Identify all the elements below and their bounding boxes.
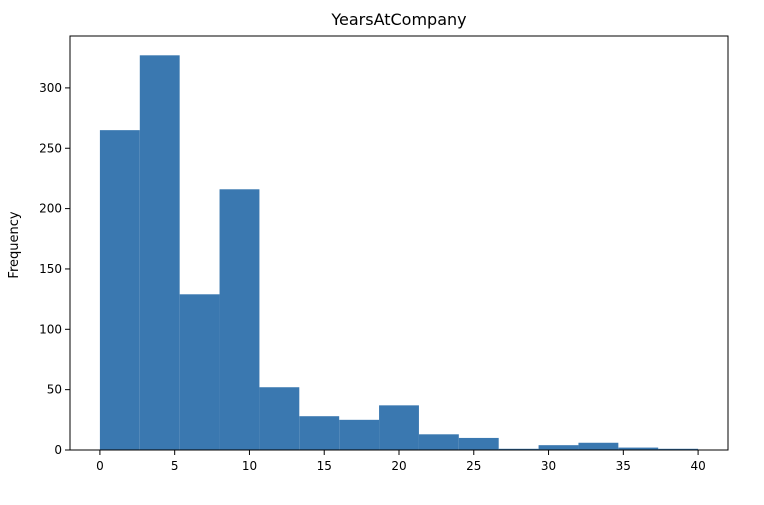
x-tick-label-8: 40 <box>690 459 705 473</box>
x-tick-label-1: 5 <box>171 459 179 473</box>
histogram-bar-10 <box>498 448 539 450</box>
histogram-bar-7 <box>379 405 419 450</box>
x-tick-label-0: 0 <box>96 459 104 473</box>
histogram-bar-3 <box>219 189 260 450</box>
histogram-bar-9 <box>458 437 499 450</box>
x-tick-label-3: 15 <box>317 459 332 473</box>
y-tick-label-6: 300 <box>39 81 62 95</box>
y-tick-label-3: 150 <box>39 262 62 276</box>
y-axis-label: Frequency <box>7 211 22 278</box>
y-tick-label-5: 250 <box>39 141 62 155</box>
histogram-bar-1 <box>139 55 180 451</box>
x-tick-label-4: 20 <box>391 459 406 473</box>
x-tick-label-6: 30 <box>541 459 556 473</box>
histogram-bar-0 <box>99 130 140 451</box>
histogram-bar-11 <box>538 445 579 450</box>
y-tick-label-1: 50 <box>47 383 62 397</box>
x-axis: 0 5 10 15 20 25 30 35 40 <box>96 450 706 473</box>
chart-title: YearsAtCompany <box>330 10 466 29</box>
histogram-bar-2 <box>179 294 220 450</box>
histogram-bar-14 <box>658 448 699 450</box>
x-tick-label-7: 35 <box>616 459 631 473</box>
histogram-bar-4 <box>259 387 300 450</box>
y-tick-label-4: 200 <box>39 202 62 216</box>
y-tick-label-0: 0 <box>54 443 62 457</box>
y-tick-label-2: 100 <box>39 322 62 336</box>
histogram-bar-13 <box>618 447 659 450</box>
histogram-bar-6 <box>339 419 380 450</box>
bars <box>99 55 699 451</box>
y-axis: 0 50 100 150 200 250 300 <box>39 81 70 457</box>
histogram-bar-8 <box>418 434 459 450</box>
histogram-bar-5 <box>299 416 340 450</box>
histogram-bar-12 <box>578 442 619 450</box>
x-tick-label-5: 25 <box>466 459 481 473</box>
x-tick-label-2: 10 <box>242 459 257 473</box>
